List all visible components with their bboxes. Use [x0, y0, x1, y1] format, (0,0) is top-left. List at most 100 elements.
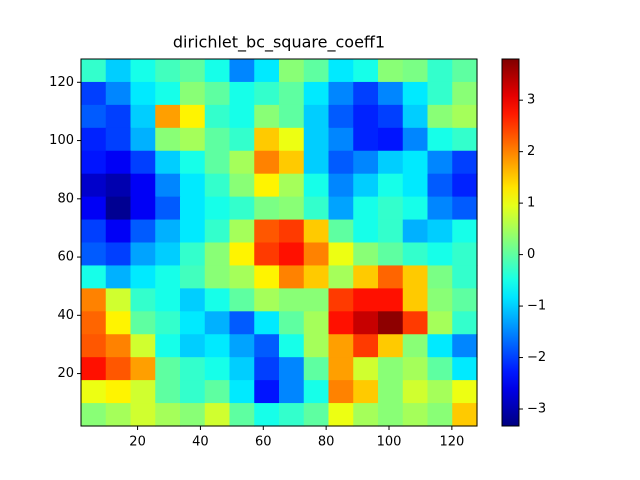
heat-cell: [303, 81, 330, 106]
heat-cell: [81, 104, 107, 129]
heat-cell: [229, 59, 255, 83]
heat-cell: [81, 334, 107, 358]
heat-cell: [254, 265, 280, 289]
heat-cell: [353, 242, 379, 267]
heat-cell: [303, 104, 330, 129]
heat-cell: [427, 59, 453, 83]
heat-cell: [180, 104, 206, 129]
heat-cell: [328, 265, 354, 289]
heat-cell: [105, 81, 132, 106]
heat-cell: [81, 150, 107, 175]
heat-cell: [452, 81, 478, 106]
heat-cell: [303, 380, 330, 404]
heat-cell: [353, 380, 379, 404]
heat-cell: [204, 59, 231, 83]
heat-cell: [204, 127, 231, 152]
heat-cell: [204, 150, 231, 175]
y-tick-label: 120: [49, 75, 74, 90]
heat-cell: [81, 380, 107, 404]
heat-cell: [452, 150, 478, 175]
heat-cell: [452, 403, 478, 427]
heat-cell: [303, 265, 330, 289]
heat-cell: [180, 196, 206, 221]
y-tick-label: 60: [57, 250, 74, 265]
heat-cell: [155, 334, 181, 358]
heat-cell: [81, 242, 107, 267]
heat-cell: [378, 104, 404, 129]
heat-cell: [427, 380, 453, 404]
heat-cell: [254, 196, 280, 221]
heat-cell: [204, 81, 231, 106]
heat-cell: [303, 311, 330, 335]
heat-cell: [378, 311, 404, 335]
heat-cell: [204, 104, 231, 129]
heat-cell: [378, 288, 404, 312]
heat-cell: [328, 357, 354, 381]
heat-cell: [353, 59, 379, 83]
heat-cell: [328, 150, 354, 175]
heat-cell: [254, 288, 280, 312]
chart-title: dirichlet_bc_square_coeff1: [173, 33, 385, 53]
heat-cell: [254, 127, 280, 152]
heat-cell: [229, 311, 255, 335]
heat-cell: [328, 403, 354, 427]
heat-cell: [279, 403, 305, 427]
y-tick-label: 20: [57, 366, 74, 381]
heat-cell: [452, 311, 478, 335]
heat-cell: [204, 357, 231, 381]
heat-cell: [155, 196, 181, 221]
heat-cell: [328, 81, 354, 106]
heat-cell: [105, 357, 132, 381]
heat-cell: [328, 127, 354, 152]
heat-cell: [378, 403, 404, 427]
heat-cell: [303, 219, 330, 244]
heat-cell: [204, 334, 231, 358]
heat-cell: [180, 242, 206, 267]
heat-cell: [378, 196, 404, 221]
heat-cell: [254, 357, 280, 381]
colorbar-tick-label: 3: [527, 93, 535, 108]
heat-cell: [452, 196, 478, 221]
heat-cell: [130, 403, 156, 427]
heat-cell: [180, 150, 206, 175]
heat-cell: [427, 127, 453, 152]
heat-cell: [81, 196, 107, 221]
heat-cell: [328, 380, 354, 404]
heat-cell: [378, 357, 404, 381]
heat-cell: [328, 104, 354, 129]
heat-cell: [130, 59, 156, 83]
heat-cell: [328, 196, 354, 221]
heat-cell: [254, 81, 280, 106]
heat-cell: [353, 357, 379, 381]
heat-cell: [105, 196, 132, 221]
heat-cell: [353, 219, 379, 244]
heat-cell: [353, 311, 379, 335]
heat-cell: [155, 219, 181, 244]
heat-cell: [303, 150, 330, 175]
heat-cell: [402, 380, 429, 404]
heat-cell: [353, 334, 379, 358]
heat-cell: [155, 81, 181, 106]
heat-cell: [402, 242, 429, 267]
heat-cell: [130, 219, 156, 244]
heat-cell: [254, 173, 280, 198]
heat-cell: [427, 81, 453, 106]
heat-cell: [452, 334, 478, 358]
heat-cell: [279, 127, 305, 152]
heat-cell: [279, 265, 305, 289]
x-tick-label: 80: [318, 435, 335, 450]
heat-cell: [254, 311, 280, 335]
heat-cell: [180, 334, 206, 358]
heat-cell: [81, 288, 107, 312]
heat-cell: [402, 403, 429, 427]
heat-cell: [279, 311, 305, 335]
heat-cell: [105, 219, 132, 244]
heat-cell: [229, 173, 255, 198]
heat-cell: [427, 403, 453, 427]
heat-cell: [402, 196, 429, 221]
heat-cell: [353, 196, 379, 221]
heat-cell: [378, 242, 404, 267]
heat-cell: [279, 242, 305, 267]
